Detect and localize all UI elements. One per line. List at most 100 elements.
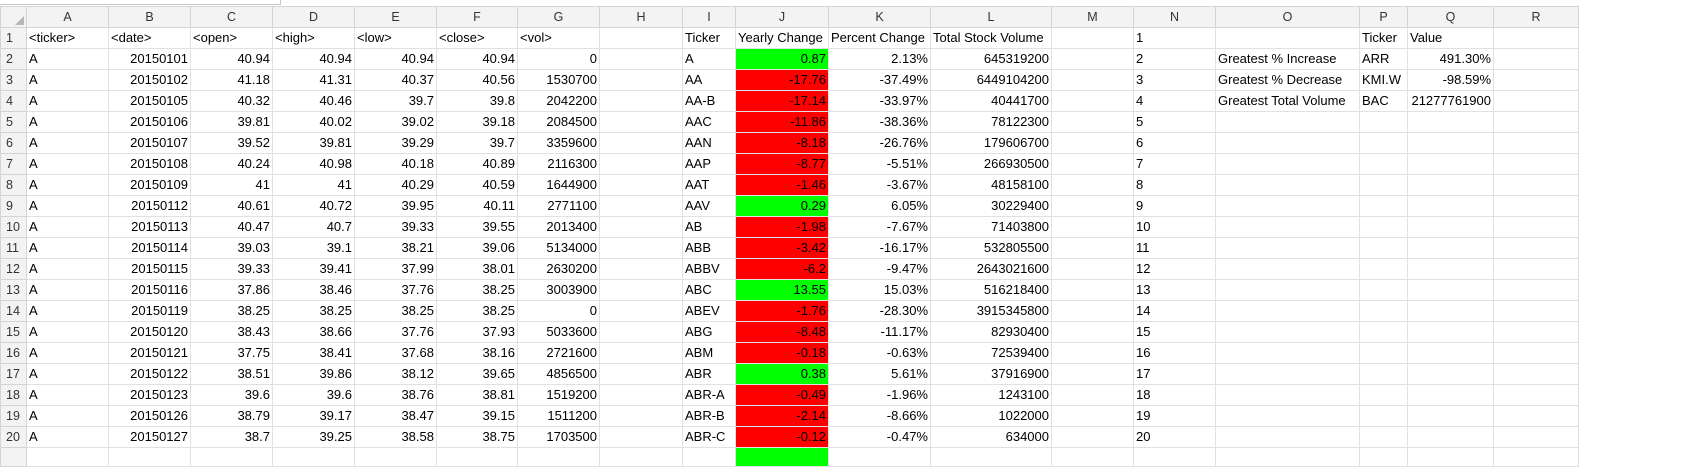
cell-d11[interactable]: 39.1 (272, 237, 355, 259)
cell-o8[interactable] (1215, 174, 1360, 196)
cell-a5[interactable]: A (26, 111, 109, 133)
cell-o14[interactable] (1215, 300, 1360, 322)
column-header-m[interactable]: M (1051, 6, 1134, 28)
cell-m16[interactable] (1051, 342, 1134, 364)
cell-g11[interactable]: 5134000 (517, 237, 600, 259)
cell-d9[interactable]: 40.72 (272, 195, 355, 217)
cell-l5[interactable]: 78122300 (930, 111, 1052, 133)
cell-f16[interactable]: 38.16 (436, 342, 518, 364)
cell-p10[interactable] (1359, 216, 1408, 238)
cell-h19[interactable] (599, 405, 683, 427)
cell-m19[interactable] (1051, 405, 1134, 427)
cell-m1[interactable] (1051, 27, 1134, 49)
row-header[interactable]: 17 (0, 363, 27, 385)
cell-r17[interactable] (1493, 363, 1579, 385)
cell-f2[interactable]: 40.94 (436, 48, 518, 70)
cell-j16[interactable]: -0.18 (735, 342, 829, 364)
row-header[interactable]: 2 (0, 48, 27, 70)
row-header[interactable]: 20 (0, 426, 27, 448)
cell-j11[interactable]: -3.42 (735, 237, 829, 259)
cell-a18[interactable]: A (26, 384, 109, 406)
cell-c18[interactable]: 39.6 (190, 384, 273, 406)
cell-n5[interactable]: 5 (1133, 111, 1216, 133)
cell-k2[interactable]: 2.13% (828, 48, 931, 70)
cell-k1[interactable]: Percent Change (828, 27, 931, 49)
cell-a7[interactable]: A (26, 153, 109, 175)
cell-b20[interactable]: 20150127 (108, 426, 191, 448)
select-all-button[interactable] (0, 6, 27, 28)
cell-n11[interactable]: 11 (1133, 237, 1216, 259)
cell-p3[interactable]: KMI.W (1359, 69, 1408, 91)
column-header-c[interactable]: C (190, 6, 273, 28)
column-header-j[interactable]: J (735, 6, 829, 28)
cell-p19[interactable] (1359, 405, 1408, 427)
cell-n2[interactable]: 2 (1133, 48, 1216, 70)
cell-n14[interactable]: 14 (1133, 300, 1216, 322)
cell-p4[interactable]: BAC (1359, 90, 1408, 112)
cell-c17[interactable]: 38.51 (190, 363, 273, 385)
cell-i10[interactable]: AB (682, 216, 736, 238)
cell-b2[interactable]: 20150101 (108, 48, 191, 70)
cell-e17[interactable]: 38.12 (354, 363, 437, 385)
cell-o7[interactable] (1215, 153, 1360, 175)
cell-g2[interactable]: 0 (517, 48, 600, 70)
cell-r16[interactable] (1493, 342, 1579, 364)
cell-k10[interactable]: -7.67% (828, 216, 931, 238)
cell-i13[interactable]: ABC (682, 279, 736, 301)
cell-c13[interactable]: 37.86 (190, 279, 273, 301)
row-header[interactable]: 1 (0, 27, 27, 49)
column-header-o[interactable]: O (1215, 6, 1360, 28)
cell-m7[interactable] (1051, 153, 1134, 175)
cell-b4[interactable]: 20150105 (108, 90, 191, 112)
cell-d3[interactable]: 41.31 (272, 69, 355, 91)
column-header-r[interactable]: R (1493, 6, 1579, 28)
cell-j19[interactable]: -2.14 (735, 405, 829, 427)
cell-j1[interactable]: Yearly Change (735, 27, 829, 49)
cell-r14[interactable] (1493, 300, 1579, 322)
cell-q20[interactable] (1407, 426, 1494, 448)
cell-f17[interactable]: 39.65 (436, 363, 518, 385)
cell-o19[interactable] (1215, 405, 1360, 427)
cell-a15[interactable]: A (26, 321, 109, 343)
cell-m17[interactable] (1051, 363, 1134, 385)
cell-g20[interactable]: 1703500 (517, 426, 600, 448)
row-header[interactable]: 10 (0, 216, 27, 238)
cell-g4[interactable]: 2042200 (517, 90, 600, 112)
cell-h8[interactable] (599, 174, 683, 196)
cell-b14[interactable]: 20150119 (108, 300, 191, 322)
column-header-e[interactable]: E (354, 6, 437, 28)
cell-p16[interactable] (1359, 342, 1408, 364)
cell-c15[interactable]: 38.43 (190, 321, 273, 343)
cell-h11[interactable] (599, 237, 683, 259)
cell-o5[interactable] (1215, 111, 1360, 133)
cell-o17[interactable] (1215, 363, 1360, 385)
cell-o9[interactable] (1215, 195, 1360, 217)
cell-a9[interactable]: A (26, 195, 109, 217)
cell-i9[interactable]: AAV (682, 195, 736, 217)
cell-o15[interactable] (1215, 321, 1360, 343)
cell-d16[interactable]: 38.41 (272, 342, 355, 364)
cell-d2[interactable]: 40.94 (272, 48, 355, 70)
cell-m8[interactable] (1051, 174, 1134, 196)
cell-i3[interactable]: AA (682, 69, 736, 91)
cell-d10[interactable]: 40.7 (272, 216, 355, 238)
cell-i11[interactable]: ABB (682, 237, 736, 259)
cell-b5[interactable]: 20150106 (108, 111, 191, 133)
cell-m14[interactable] (1051, 300, 1134, 322)
cell-f13[interactable]: 38.25 (436, 279, 518, 301)
cell-h13[interactable] (599, 279, 683, 301)
cell-q14[interactable] (1407, 300, 1494, 322)
cell-f15[interactable]: 37.93 (436, 321, 518, 343)
cell-q3[interactable]: -98.59% (1407, 69, 1494, 91)
cell-n12[interactable]: 12 (1133, 258, 1216, 280)
cell-r2[interactable] (1493, 48, 1579, 70)
cell-q11[interactable] (1407, 237, 1494, 259)
cell-m10[interactable] (1051, 216, 1134, 238)
cell-l17[interactable]: 37916900 (930, 363, 1052, 385)
cell-l8[interactable]: 48158100 (930, 174, 1052, 196)
cell-p7[interactable] (1359, 153, 1408, 175)
cell-r1[interactable] (1493, 27, 1579, 49)
cell-g17[interactable]: 4856500 (517, 363, 600, 385)
cell-b9[interactable]: 20150112 (108, 195, 191, 217)
cell-q9[interactable] (1407, 195, 1494, 217)
